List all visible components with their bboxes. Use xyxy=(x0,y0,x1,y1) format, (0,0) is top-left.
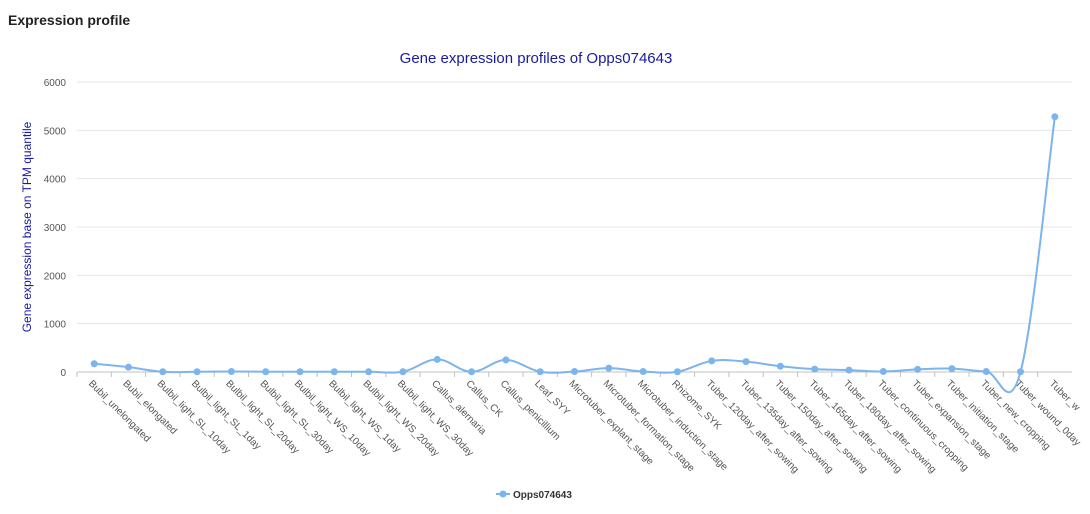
data-point-18[interactable] xyxy=(708,357,716,365)
data-point-23[interactable] xyxy=(879,368,887,376)
y-tick-label: 1000 xyxy=(44,320,67,331)
series-line-opps074643 xyxy=(94,116,1056,394)
chart-title: Gene expression profiles of Opps074643 xyxy=(400,50,673,67)
section-title: Expression profile xyxy=(8,12,131,28)
data-point-27[interactable] xyxy=(1017,368,1025,376)
y-tick-label: 6000 xyxy=(44,78,67,89)
x-tick-label: Tuber_w xyxy=(1047,378,1083,414)
data-point-16[interactable] xyxy=(639,368,647,376)
legend-label-opps074643: Opps074643 xyxy=(513,490,572,501)
data-point-8[interactable] xyxy=(365,368,373,376)
data-point-6[interactable] xyxy=(296,368,304,376)
x-tick-labels: Bubil_unelongatedBubil_elongatedBulbil_l… xyxy=(76,372,1083,475)
data-point-28[interactable] xyxy=(1051,113,1059,121)
data-point-20[interactable] xyxy=(776,362,784,370)
data-point-12[interactable] xyxy=(502,356,510,364)
series-points xyxy=(90,113,1059,376)
data-point-26[interactable] xyxy=(982,368,990,376)
data-point-25[interactable] xyxy=(948,365,956,373)
data-point-7[interactable] xyxy=(330,368,338,376)
legend[interactable]: Opps074643 xyxy=(496,490,572,501)
data-point-19[interactable] xyxy=(742,358,750,366)
y-tick-label: 3000 xyxy=(44,223,67,234)
data-point-9[interactable] xyxy=(399,368,407,376)
y-tick-label: 5000 xyxy=(44,126,67,137)
x-tick-label: Bubil_unelongated xyxy=(86,378,152,444)
data-point-17[interactable] xyxy=(673,368,681,376)
data-point-10[interactable] xyxy=(433,355,441,363)
y-tick-labels: 0 1000 2000 3000 4000 5000 6000 xyxy=(44,78,67,379)
data-point-15[interactable] xyxy=(605,364,613,372)
y-tick-label: 4000 xyxy=(44,175,67,186)
x-tick-label: Tuber_wound_0day xyxy=(1012,378,1082,448)
y-axis-title: Gene expression base on TPM quantile xyxy=(20,121,34,332)
data-point-3[interactable] xyxy=(193,368,201,376)
data-point-24[interactable] xyxy=(914,365,922,373)
data-point-1[interactable] xyxy=(124,363,132,371)
grid-lines xyxy=(77,81,1072,373)
data-point-14[interactable] xyxy=(571,368,578,376)
data-point-21[interactable] xyxy=(811,365,819,373)
data-point-11[interactable] xyxy=(468,368,476,376)
data-point-5[interactable] xyxy=(262,368,270,376)
data-point-22[interactable] xyxy=(845,366,853,374)
data-point-2[interactable] xyxy=(159,368,167,376)
y-tick-label: 0 xyxy=(60,368,66,379)
x-tick-label: Callus_penicillium xyxy=(498,378,562,442)
data-point-4[interactable] xyxy=(227,368,235,376)
data-point-13[interactable] xyxy=(536,368,544,376)
data-point-0[interactable] xyxy=(90,360,98,368)
legend-marker xyxy=(499,490,507,498)
y-tick-label: 2000 xyxy=(44,271,67,282)
